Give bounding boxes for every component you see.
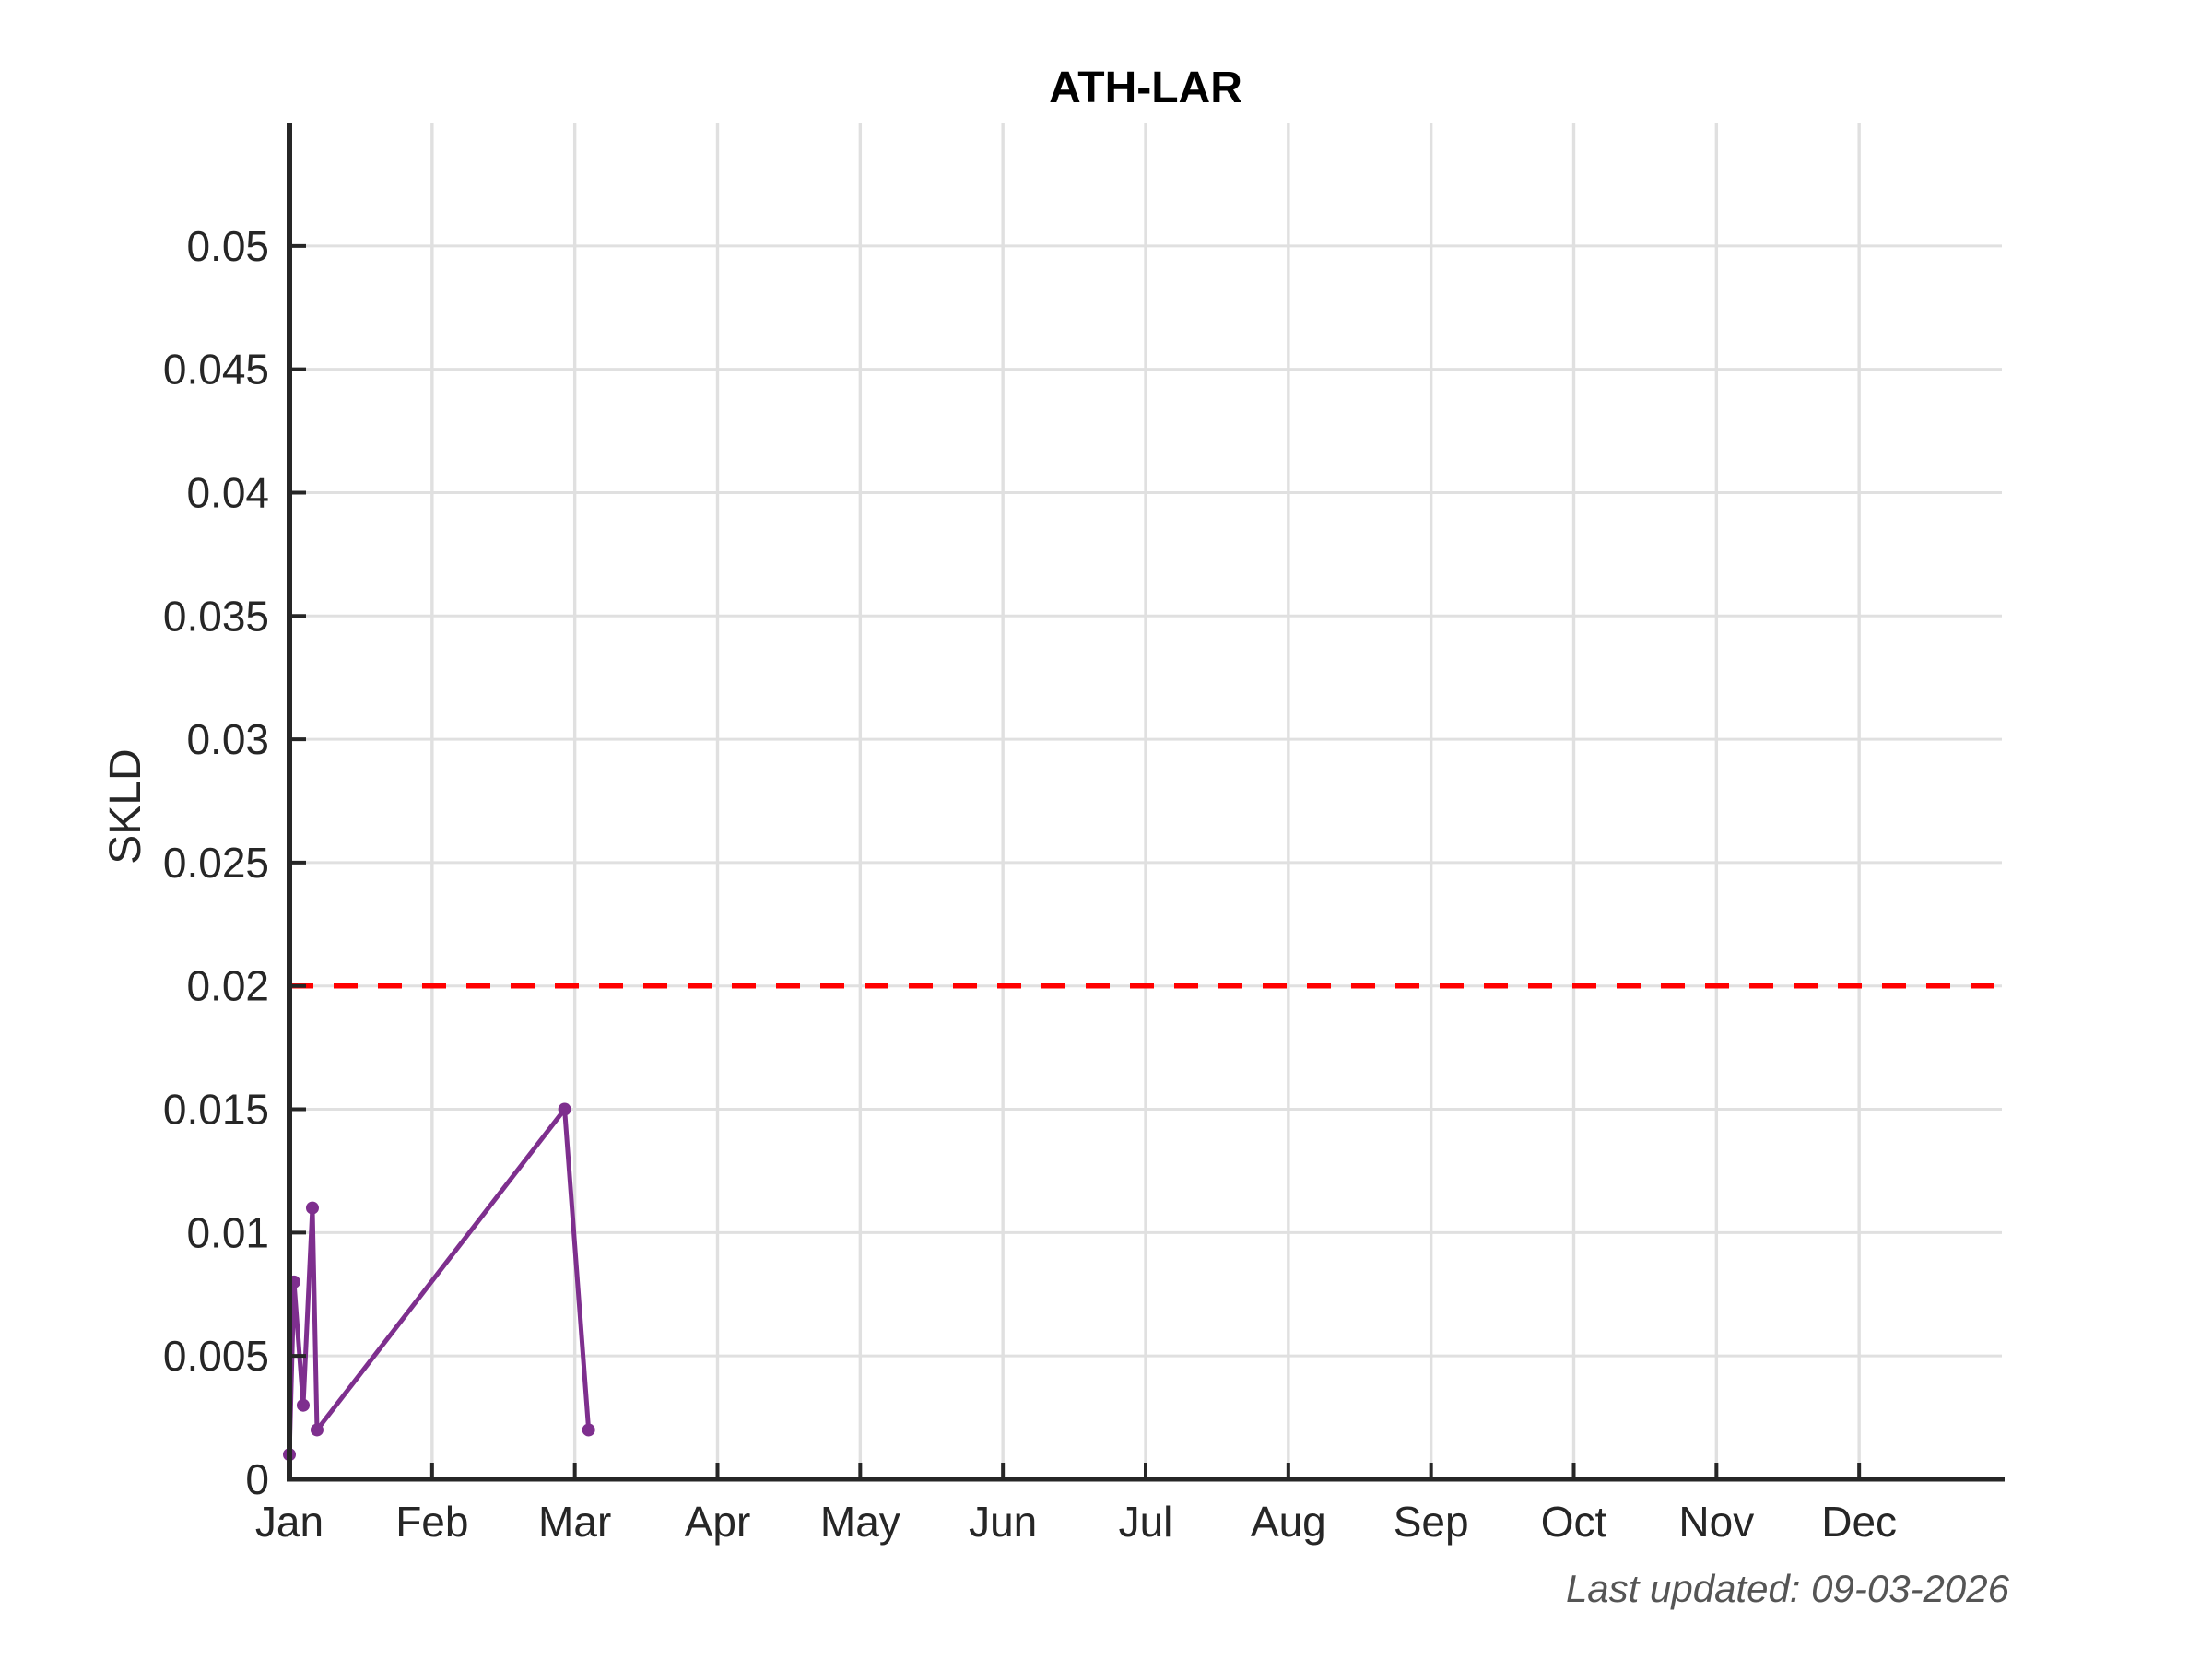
x-tick-label: May — [820, 1498, 900, 1546]
x-tick-label: Apr — [685, 1498, 751, 1546]
y-tick-label: 0.04 — [186, 468, 269, 516]
data-point-marker — [582, 1423, 595, 1437]
x-tick-label: Jun — [969, 1498, 1037, 1546]
x-tick-label: Aug — [1251, 1498, 1326, 1546]
x-tick-label: Nov — [1678, 1498, 1754, 1546]
x-tick-label: Jan — [255, 1498, 324, 1546]
y-tick-label: 0.045 — [163, 346, 269, 394]
y-tick-label: 0 — [245, 1455, 269, 1503]
y-tick-label: 0.025 — [163, 839, 269, 887]
y-tick-label: 0.05 — [186, 222, 269, 270]
x-tick-label: Dec — [1821, 1498, 1897, 1546]
y-tick-label: 0.03 — [186, 715, 269, 763]
data-point-marker — [310, 1423, 324, 1437]
data-point-marker — [296, 1398, 310, 1412]
y-tick-label: 0.02 — [186, 962, 269, 1010]
y-tick-label: 0.015 — [163, 1086, 269, 1134]
data-point-marker — [305, 1201, 319, 1215]
x-tick-label: Feb — [395, 1498, 468, 1546]
data-point-marker — [558, 1102, 571, 1116]
y-tick-label: 0.005 — [163, 1332, 269, 1380]
x-tick-label: Mar — [538, 1498, 611, 1546]
x-tick-label: Sep — [1394, 1498, 1469, 1546]
y-tick-label: 0.01 — [186, 1208, 269, 1256]
chart-title: ATH-LAR — [1049, 64, 1242, 112]
y-tick-label: 0.035 — [163, 592, 269, 640]
series-line — [287, 1107, 592, 1457]
x-tick-label: Jul — [1119, 1498, 1173, 1546]
last-updated-note: Last updated: 09-03-2026 — [1565, 1567, 2009, 1610]
x-tick-label: Oct — [1541, 1498, 1607, 1546]
